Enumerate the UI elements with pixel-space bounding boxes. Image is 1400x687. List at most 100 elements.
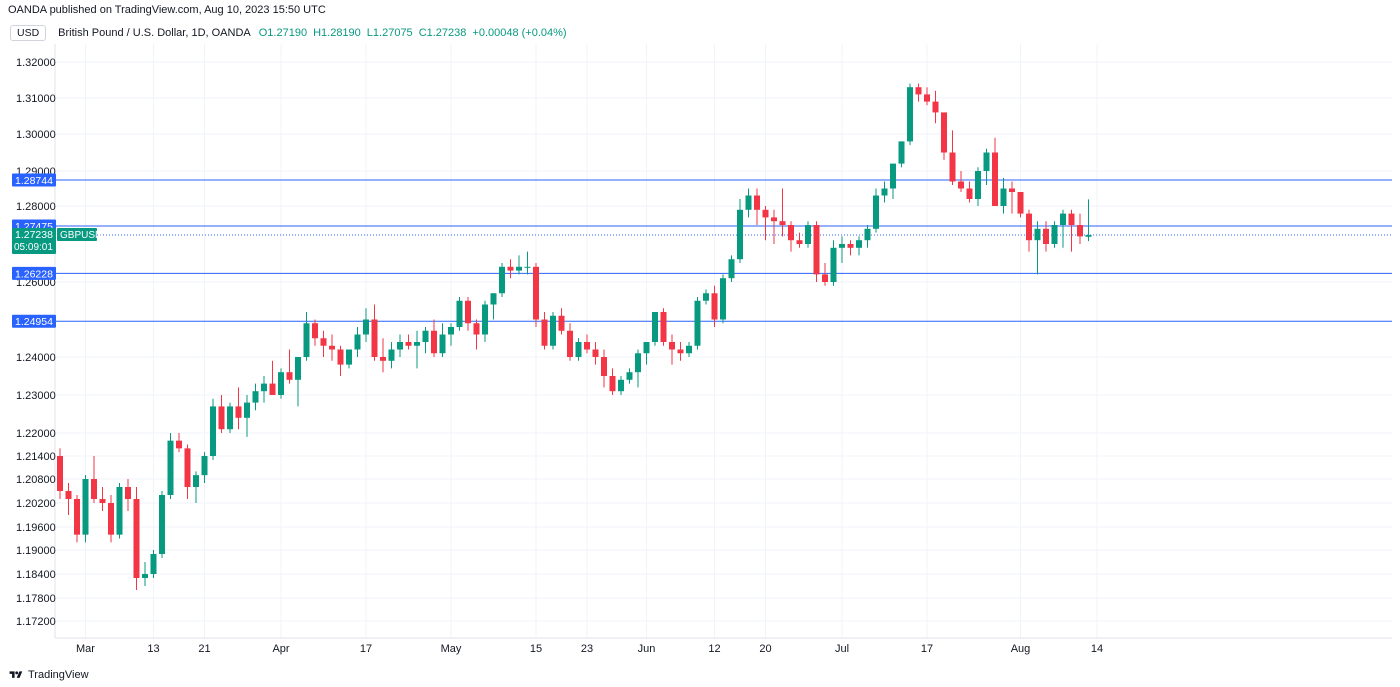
candle-body bbox=[703, 293, 709, 301]
candle-body bbox=[286, 372, 293, 380]
y-tick-label: 1.20200 bbox=[16, 498, 56, 510]
candle-body bbox=[669, 342, 675, 350]
currency-button[interactable]: USD bbox=[10, 25, 47, 41]
candle-body bbox=[74, 499, 80, 535]
candle-body bbox=[261, 383, 267, 392]
y-tick-label: 1.22000 bbox=[16, 428, 56, 440]
candle-body bbox=[397, 342, 403, 350]
x-tick-label: Apr bbox=[272, 643, 289, 655]
candle-body bbox=[524, 266, 531, 268]
y-tick-label: 1.28000 bbox=[16, 201, 56, 213]
candle-body bbox=[847, 244, 854, 248]
y-tick-label: 1.17800 bbox=[16, 593, 56, 605]
x-tick-label: 14 bbox=[1091, 643, 1103, 655]
candle-body bbox=[278, 372, 284, 395]
candle-body bbox=[864, 228, 871, 241]
candle-body bbox=[813, 225, 820, 275]
candle-body bbox=[592, 349, 599, 357]
y-tick-label: 1.26000 bbox=[16, 277, 56, 289]
x-tick-label: 17 bbox=[360, 643, 372, 655]
candle-body bbox=[516, 266, 522, 271]
countdown-label: 05:09:01 bbox=[14, 242, 53, 253]
level-label: 1.26228 bbox=[15, 268, 53, 280]
ohlc-high: H1.28190 bbox=[313, 27, 361, 39]
candle-body bbox=[218, 406, 225, 430]
candle-body bbox=[584, 342, 590, 350]
candle-body bbox=[388, 349, 395, 361]
candle-body bbox=[958, 181, 964, 189]
candle-body bbox=[456, 300, 463, 327]
candle-body bbox=[711, 293, 718, 320]
candle-body bbox=[898, 141, 905, 164]
candle-body bbox=[1034, 228, 1041, 241]
x-tick-label: 13 bbox=[147, 643, 159, 655]
candle-body bbox=[439, 334, 446, 354]
candle-body bbox=[414, 342, 420, 346]
candle-body bbox=[983, 152, 990, 171]
candle-body bbox=[405, 342, 412, 346]
candle-body bbox=[133, 499, 140, 578]
candle-body bbox=[1068, 213, 1075, 225]
candle-body bbox=[193, 475, 199, 487]
x-tick-label: 12 bbox=[708, 643, 720, 655]
candle-body bbox=[966, 188, 973, 199]
candle-body bbox=[652, 312, 658, 342]
candle-body bbox=[907, 87, 913, 142]
candle-body bbox=[227, 406, 233, 430]
candle-body bbox=[363, 319, 369, 335]
candle-body bbox=[643, 342, 650, 354]
candle-body bbox=[941, 112, 947, 153]
candle-body bbox=[567, 330, 573, 357]
candle-body bbox=[737, 209, 743, 260]
candle-body bbox=[575, 342, 582, 357]
candle-body bbox=[949, 152, 956, 182]
candle-body bbox=[762, 209, 769, 218]
candle-body bbox=[465, 300, 471, 324]
candle-body bbox=[108, 503, 114, 535]
legend-row: USD British Pound / U.S. Dollar, 1D, OAN… bbox=[10, 24, 573, 42]
candle-body bbox=[771, 217, 777, 222]
y-tick-label: 1.19000 bbox=[16, 545, 56, 557]
ohlc-close: C1.27238 bbox=[418, 27, 467, 39]
candle-body bbox=[873, 195, 879, 229]
candle-body bbox=[57, 456, 63, 491]
candle-body bbox=[329, 345, 335, 350]
x-tick-label: Aug bbox=[1011, 643, 1031, 655]
published-caption: OANDA published on TradingView.com, Aug … bbox=[8, 4, 326, 16]
candle-body bbox=[244, 402, 250, 418]
ohlc-change: +0.00048 (+0.04%) bbox=[472, 27, 567, 39]
y-tick-label: 1.21400 bbox=[16, 451, 56, 463]
candle-body bbox=[380, 357, 386, 361]
x-tick-label: Jul bbox=[835, 643, 849, 655]
candle-body bbox=[303, 323, 310, 357]
level-label: 1.28744 bbox=[15, 175, 53, 187]
candle-body bbox=[99, 499, 106, 503]
candle-body bbox=[354, 334, 361, 350]
candle-body bbox=[626, 372, 633, 380]
candle-body bbox=[252, 391, 259, 403]
candle-body bbox=[856, 240, 862, 248]
candle-body bbox=[371, 319, 378, 357]
candle-body bbox=[1000, 188, 1007, 206]
candle-body bbox=[125, 487, 131, 499]
candle-body bbox=[91, 479, 97, 499]
candle-body bbox=[550, 315, 556, 346]
x-tick-label: Jun bbox=[638, 643, 656, 655]
level-label-bg bbox=[12, 173, 56, 187]
candle-body bbox=[1051, 225, 1058, 244]
footer: TradingView bbox=[8, 669, 89, 681]
x-tick-label: May bbox=[441, 643, 462, 655]
candle-body bbox=[915, 87, 922, 95]
y-tick-label: 1.20800 bbox=[16, 474, 56, 486]
y-tick-label: 1.24000 bbox=[16, 352, 56, 364]
candle-body bbox=[482, 304, 488, 335]
y-tick-label: 1.32000 bbox=[16, 57, 56, 69]
symbol-title: British Pound / U.S. Dollar, 1D, OANDA bbox=[58, 27, 251, 39]
candle-body bbox=[839, 244, 845, 248]
candle-body bbox=[754, 195, 760, 210]
ohlc-open: O1.27190 bbox=[258, 27, 308, 39]
candle-body bbox=[881, 188, 888, 196]
candle-body bbox=[235, 406, 242, 418]
candle-body bbox=[167, 440, 174, 495]
